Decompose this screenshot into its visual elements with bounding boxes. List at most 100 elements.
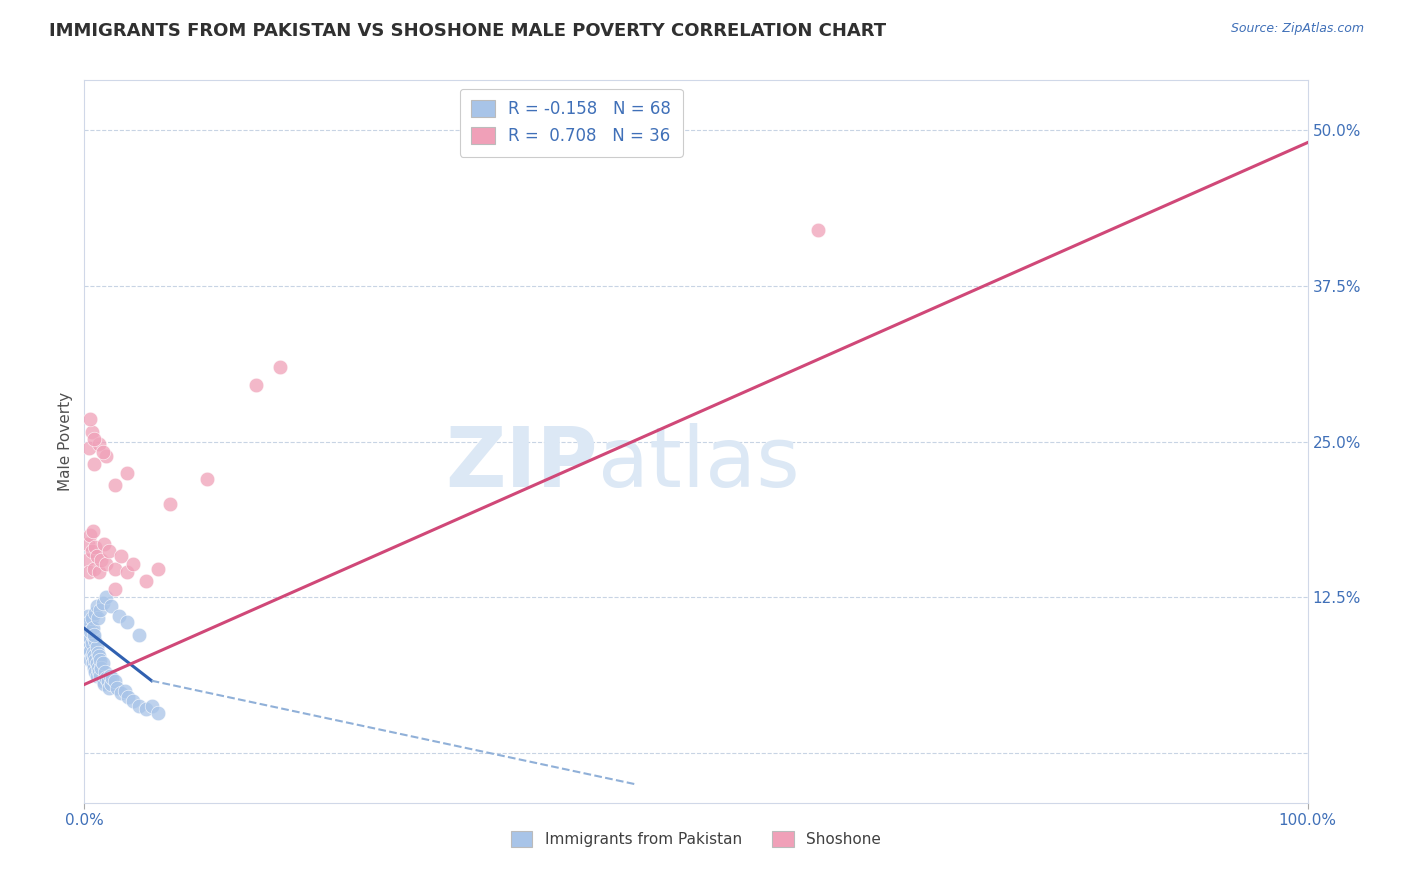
- Point: [96, 450, 118, 464]
- Point: [86, 640, 108, 654]
- Point: [105, 681, 128, 696]
- Point: [97, 681, 120, 696]
- Point: [97, 673, 120, 688]
- Point: [110, 549, 132, 563]
- Point: [84, 633, 107, 648]
- Point: [83, 632, 105, 646]
- Point: [83, 457, 105, 471]
- Point: [115, 566, 138, 580]
- Point: [77, 633, 100, 648]
- Point: [807, 223, 830, 237]
- Point: [87, 611, 110, 625]
- Point: [96, 671, 118, 685]
- Point: [195, 472, 218, 486]
- Point: [80, 648, 103, 663]
- Point: [89, 652, 111, 666]
- Point: [84, 607, 107, 621]
- Point: [77, 627, 100, 641]
- Y-axis label: Male Poverty: Male Poverty: [58, 392, 73, 491]
- Point: [87, 566, 110, 580]
- Text: ZIP: ZIP: [446, 423, 598, 504]
- Point: [91, 673, 114, 688]
- Point: [96, 591, 118, 605]
- Point: [86, 549, 108, 563]
- Point: [82, 524, 104, 539]
- Point: [77, 609, 100, 624]
- Point: [87, 646, 110, 660]
- Point: [100, 599, 122, 613]
- Point: [86, 599, 108, 613]
- Point: [84, 665, 107, 679]
- Point: [100, 677, 122, 691]
- Point: [93, 537, 115, 551]
- Point: [80, 636, 103, 650]
- Point: [89, 669, 111, 683]
- Point: [82, 646, 104, 660]
- Point: [90, 661, 112, 675]
- Point: [79, 644, 101, 658]
- Point: [114, 683, 136, 698]
- Point: [101, 671, 124, 685]
- Point: [79, 615, 101, 630]
- Point: [77, 566, 100, 580]
- Point: [146, 706, 169, 720]
- Point: [83, 627, 105, 641]
- Text: Source: ZipAtlas.com: Source: ZipAtlas.com: [1230, 22, 1364, 36]
- Point: [76, 553, 98, 567]
- Point: [82, 627, 104, 641]
- Point: [80, 624, 103, 638]
- Point: [84, 541, 107, 555]
- Point: [93, 677, 115, 691]
- Point: [96, 557, 118, 571]
- Point: [122, 557, 145, 571]
- Point: [83, 648, 105, 663]
- Point: [87, 437, 110, 451]
- Point: [104, 673, 127, 688]
- Point: [104, 561, 127, 575]
- Point: [82, 621, 104, 635]
- Point: [115, 466, 138, 480]
- Text: atlas: atlas: [598, 423, 800, 504]
- Legend: Immigrants from Pakistan, Shoshone: Immigrants from Pakistan, Shoshone: [505, 825, 887, 853]
- Point: [77, 636, 100, 650]
- Point: [89, 603, 111, 617]
- Point: [83, 561, 105, 575]
- Point: [97, 544, 120, 558]
- Point: [122, 693, 145, 707]
- Point: [79, 412, 101, 426]
- Point: [110, 686, 132, 700]
- Point: [77, 441, 100, 455]
- Point: [94, 665, 117, 679]
- Point: [80, 425, 103, 439]
- Point: [77, 621, 100, 635]
- Point: [77, 646, 100, 660]
- Point: [82, 657, 104, 671]
- Point: [79, 652, 101, 666]
- Point: [90, 553, 112, 567]
- Point: [117, 690, 139, 704]
- Point: [98, 669, 121, 683]
- Point: [128, 698, 150, 713]
- Point: [269, 359, 291, 374]
- Point: [77, 615, 100, 630]
- Point: [83, 432, 105, 446]
- Point: [77, 537, 100, 551]
- Point: [87, 665, 110, 679]
- Text: IMMIGRANTS FROM PAKISTAN VS SHOSHONE MALE POVERTY CORRELATION CHART: IMMIGRANTS FROM PAKISTAN VS SHOSHONE MAL…: [49, 22, 886, 40]
- Point: [79, 528, 101, 542]
- Point: [135, 574, 157, 588]
- Point: [146, 561, 169, 575]
- Point: [141, 698, 163, 713]
- Point: [87, 648, 110, 663]
- Point: [159, 497, 181, 511]
- Point: [83, 661, 105, 675]
- Point: [104, 478, 127, 492]
- Point: [104, 582, 127, 596]
- Point: [80, 544, 103, 558]
- Point: [86, 669, 108, 683]
- Point: [86, 657, 108, 671]
- Point: [76, 640, 98, 654]
- Point: [87, 661, 110, 675]
- Point: [79, 624, 101, 638]
- Point: [91, 657, 114, 671]
